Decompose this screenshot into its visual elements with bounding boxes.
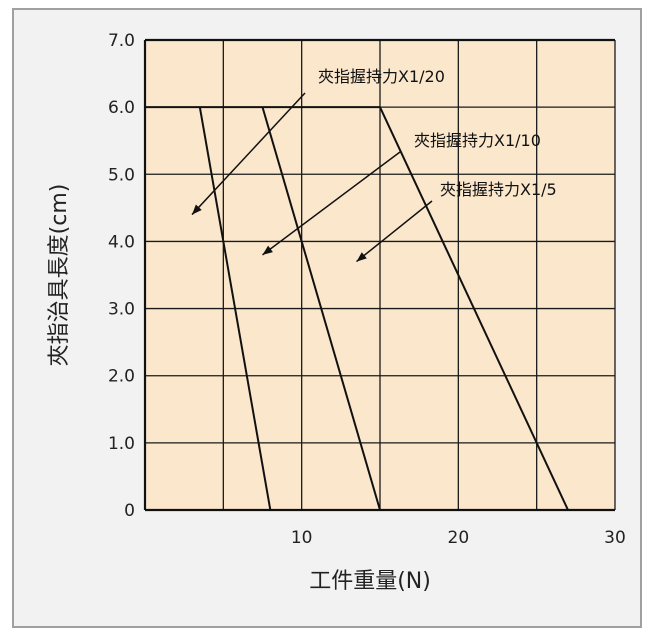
annotation-arrowhead bbox=[262, 245, 273, 255]
y-tick-label: 4.0 bbox=[108, 232, 135, 252]
y-tick-label: 0 bbox=[124, 501, 135, 521]
y-tick-label: 7.0 bbox=[108, 31, 135, 51]
series-line bbox=[379, 106, 569, 511]
series-line bbox=[261, 106, 381, 511]
y-tick-label: 3.0 bbox=[108, 300, 135, 320]
y-axis-label: 夾指治具長度(cm) bbox=[47, 184, 72, 367]
series-annotation-label: 夾指握持力X1/10 bbox=[414, 131, 541, 150]
x-tick-label: 30 bbox=[604, 528, 626, 548]
annotation-arrow bbox=[356, 200, 433, 263]
x-axis-label: 工件重量(N) bbox=[309, 569, 431, 594]
y-tick-label: 1.0 bbox=[108, 434, 135, 454]
y-tick-label: 6.0 bbox=[108, 98, 135, 118]
y-tick-label: 2.0 bbox=[108, 367, 135, 387]
y-tick-label: 5.0 bbox=[108, 165, 135, 185]
annotation-arrowhead bbox=[192, 204, 202, 215]
annotation-arrow bbox=[191, 92, 306, 216]
x-tick-label: 10 bbox=[291, 528, 313, 548]
annotation-arrowhead bbox=[356, 252, 367, 262]
series-line bbox=[198, 106, 272, 511]
series-annotation-label: 夾指握持力X1/5 bbox=[440, 180, 557, 199]
annotation-arrow bbox=[262, 151, 401, 256]
series-annotation-label: 夾指握持力X1/20 bbox=[318, 67, 445, 86]
annotations: 夾指握持力X1/20 夾指握持力X1/10 夾指握持力X1/5 bbox=[191, 67, 557, 263]
x-tick-label: 20 bbox=[448, 528, 470, 548]
tick-labels: 0 1.0 2.0 3.0 4.0 5.0 6.0 7.0 10 20 30 bbox=[108, 31, 626, 548]
series-lines bbox=[145, 106, 569, 511]
